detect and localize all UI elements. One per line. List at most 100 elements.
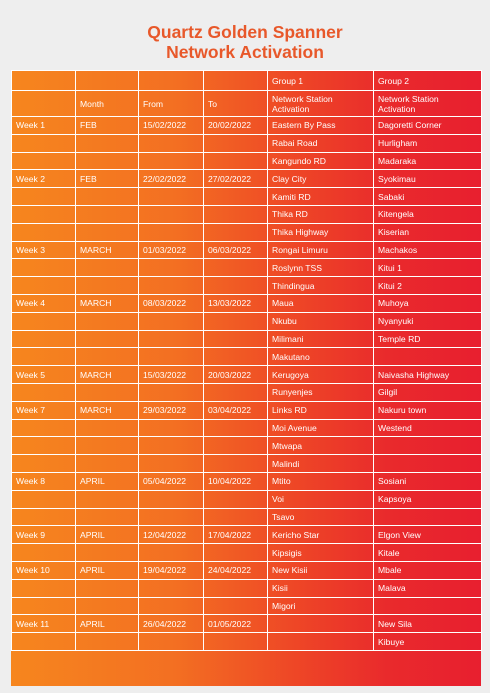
- week-cell: Week 10: [11, 560, 76, 580]
- to-date-cell: 24/04/2022: [203, 560, 268, 580]
- table-row: Makutano: [11, 347, 482, 367]
- from-date-cell: [138, 222, 204, 242]
- column-header-row: Month From To Network Station Activation …: [11, 90, 482, 117]
- to-date-cell: [203, 543, 268, 562]
- week-cell: Week 2: [11, 169, 76, 189]
- from-date-cell: [138, 204, 204, 224]
- from-date-cell: [138, 347, 204, 367]
- from-column-header: From: [138, 90, 204, 117]
- group2-station-cell: Kitengela: [373, 204, 482, 224]
- week-cell: Week 8: [11, 471, 76, 491]
- group2-station-cell: Nyanyuki: [373, 311, 482, 331]
- group1-station-cell: Runyenjes: [267, 382, 374, 402]
- table-row: Kisii Malava: [11, 578, 482, 598]
- group2-header: Group 2: [373, 70, 482, 91]
- to-date-cell: 06/03/2022: [203, 240, 268, 260]
- group1-station-cell: Rongai Limuru: [267, 240, 374, 260]
- week-cell: [11, 489, 76, 509]
- to-date-cell: [203, 187, 268, 206]
- to-date-cell: 10/04/2022: [203, 471, 268, 491]
- group2-station-cell: Kitale: [373, 543, 482, 562]
- from-date-cell: 08/03/2022: [138, 293, 204, 313]
- page-title: Quartz Golden Spanner Network Activation: [0, 22, 490, 62]
- schedule-table: Group 1 Group 2 Month From To Network St…: [11, 70, 482, 651]
- group2-station-cell: New Sila: [373, 614, 482, 634]
- group-header-row: Group 1 Group 2: [11, 70, 482, 91]
- group2-column-header: Network Station Activation: [373, 90, 482, 117]
- to-date-cell: [203, 507, 268, 527]
- from-date-cell: [138, 418, 204, 438]
- week-cell: [11, 151, 76, 171]
- to-date-cell: [203, 454, 268, 473]
- from-date-cell: [138, 382, 204, 402]
- group1-station-cell: Links RD: [267, 400, 374, 420]
- group2-station-cell: Gilgil: [373, 382, 482, 402]
- from-date-cell: [138, 596, 204, 616]
- week-column-header: [11, 90, 76, 117]
- from-date-cell: [138, 258, 204, 278]
- table-row: Thika Highway Kiserian: [11, 222, 482, 242]
- table-row: Week 4 MARCH 08/03/2022 13/03/2022 Maua Muhoy…: [11, 293, 482, 313]
- group1-station-cell: Kamiti RD: [267, 187, 374, 206]
- month-cell: [75, 204, 139, 224]
- group1-station-cell: Nkubu: [267, 311, 374, 331]
- month-cell: [75, 436, 139, 456]
- week-cell: [11, 578, 76, 598]
- group1-station-cell: Moi Avenue: [267, 418, 374, 438]
- week-cell: [11, 311, 76, 331]
- from-date-cell: 19/04/2022: [138, 560, 204, 580]
- week-cell: [11, 187, 76, 206]
- group2-station-cell: Kapsoya: [373, 489, 482, 509]
- group1-station-cell: Maua: [267, 293, 374, 313]
- group1-column-header-line1: Network Station: [272, 93, 333, 104]
- month-cell: [75, 222, 139, 242]
- to-date-cell: [203, 436, 268, 456]
- group1-station-cell: Kangundo RD: [267, 151, 374, 171]
- month-cell: [75, 311, 139, 331]
- month-cell: [75, 454, 139, 473]
- week-cell: Week 9: [11, 525, 76, 545]
- group1-station-cell: Thindingua: [267, 276, 374, 295]
- to-date-cell: 03/04/2022: [203, 400, 268, 420]
- month-cell: [75, 596, 139, 616]
- to-date-cell: [203, 596, 268, 616]
- group1-station-cell: Voi: [267, 489, 374, 509]
- group1-station-cell: Makutano: [267, 347, 374, 367]
- table-row: Nkubu Nyanyuki: [11, 311, 482, 331]
- group2-station-cell: [373, 347, 482, 367]
- table-row: Week 7 MARCH 29/03/2022 03/04/2022 Links RD N…: [11, 400, 482, 420]
- title-line-2: Network Activation: [166, 42, 324, 62]
- to-date-cell: [203, 632, 268, 651]
- week-cell: Week 1: [11, 116, 76, 135]
- group2-station-cell: [373, 507, 482, 527]
- week-cell: [11, 418, 76, 438]
- table-row: Week 1 FEB 15/02/2022 20/02/2022 Eastern By …: [11, 116, 482, 135]
- to-date-cell: [203, 204, 268, 224]
- month-cell: MARCH: [75, 400, 139, 420]
- month-cell: MARCH: [75, 240, 139, 260]
- month-cell: [75, 276, 139, 295]
- from-date-cell: 12/04/2022: [138, 525, 204, 545]
- week-cell: [11, 329, 76, 349]
- to-date-cell: 27/02/2022: [203, 169, 268, 189]
- month-cell: APRIL: [75, 614, 139, 634]
- week-cell: [11, 436, 76, 456]
- group2-station-cell: Kiserian: [373, 222, 482, 242]
- group1-station-cell: Clay City: [267, 169, 374, 189]
- to-date-cell: 13/03/2022: [203, 293, 268, 313]
- to-date-cell: [203, 222, 268, 242]
- group1-station-cell: Kericho Star: [267, 525, 374, 545]
- from-date-cell: [138, 454, 204, 473]
- group2-station-cell: Dagoretti Corner: [373, 116, 482, 135]
- week-cell: [11, 133, 76, 153]
- header-blank-cell: [11, 70, 76, 91]
- group2-station-cell: Syokimau: [373, 169, 482, 189]
- to-date-cell: [203, 151, 268, 171]
- schedule-table-container: Group 1 Group 2 Month From To Network St…: [11, 70, 482, 686]
- group1-station-cell: [267, 632, 374, 651]
- group1-station-cell: Thika RD: [267, 204, 374, 224]
- month-cell: APRIL: [75, 525, 139, 545]
- to-date-cell: 20/02/2022: [203, 116, 268, 135]
- month-cell: APRIL: [75, 471, 139, 491]
